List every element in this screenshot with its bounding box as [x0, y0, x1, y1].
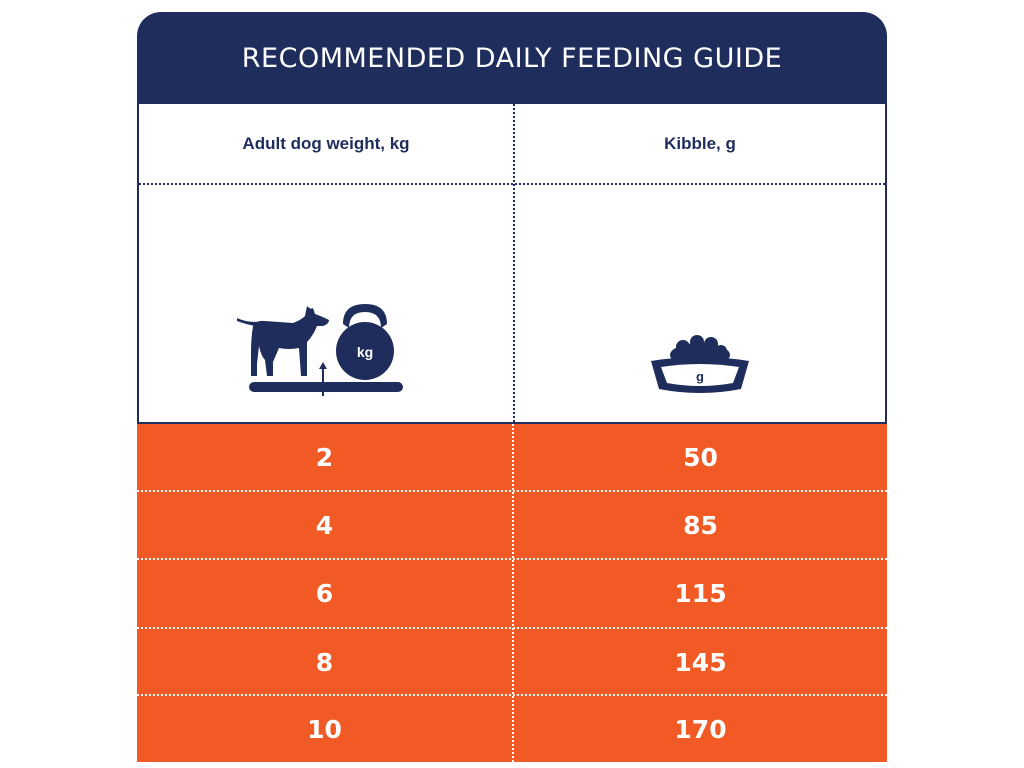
row-divider — [137, 627, 887, 629]
weight-icon-cell: kg — [139, 185, 513, 422]
column-header-kibble: Kibble, g — [664, 133, 736, 153]
row-divider — [137, 558, 887, 560]
kibble-bowl-icon: g — [651, 335, 749, 393]
kibble-cell: 115 — [674, 579, 727, 608]
bowl-unit-label: g — [696, 369, 704, 384]
weight-cell: 6 — [315, 579, 334, 608]
row-divider — [137, 490, 887, 492]
column-divider — [513, 104, 515, 422]
kibble-icon-cell: g — [515, 185, 885, 422]
weight-cell: 4 — [315, 511, 334, 540]
weight-cell: 2 — [315, 443, 334, 472]
table-row: 4 85 — [137, 492, 887, 559]
table-row: 8 145 — [137, 629, 887, 696]
row-divider — [137, 694, 887, 696]
weight-cell: 8 — [315, 648, 334, 677]
weight-cell: 10 — [307, 715, 342, 744]
table-row: 6 115 — [137, 560, 887, 627]
table-row: 2 50 — [137, 424, 887, 491]
column-header-weight: Adult dog weight, kg — [242, 133, 410, 153]
kibble-cell: 85 — [683, 511, 718, 540]
guide-title: RECOMMENDED DAILY FEEDING GUIDE — [137, 12, 887, 104]
dog-on-scale-kettlebell-icon: kg — [237, 304, 403, 396]
kettlebell-unit-label: kg — [357, 344, 373, 360]
column-divider — [512, 424, 514, 762]
header-divider — [139, 183, 885, 185]
table-body: 2 50 4 85 6 115 8 145 10 170 — [137, 422, 887, 762]
feeding-guide-table: RECOMMENDED DAILY FEEDING GUIDE Adult do… — [137, 12, 887, 762]
kibble-cell: 50 — [683, 443, 718, 472]
kibble-cell: 170 — [674, 715, 727, 744]
kibble-cell: 145 — [674, 648, 727, 677]
table-row: 10 170 — [137, 696, 887, 763]
table-header-area: Adult dog weight, kg Kibble, g k — [137, 104, 887, 422]
